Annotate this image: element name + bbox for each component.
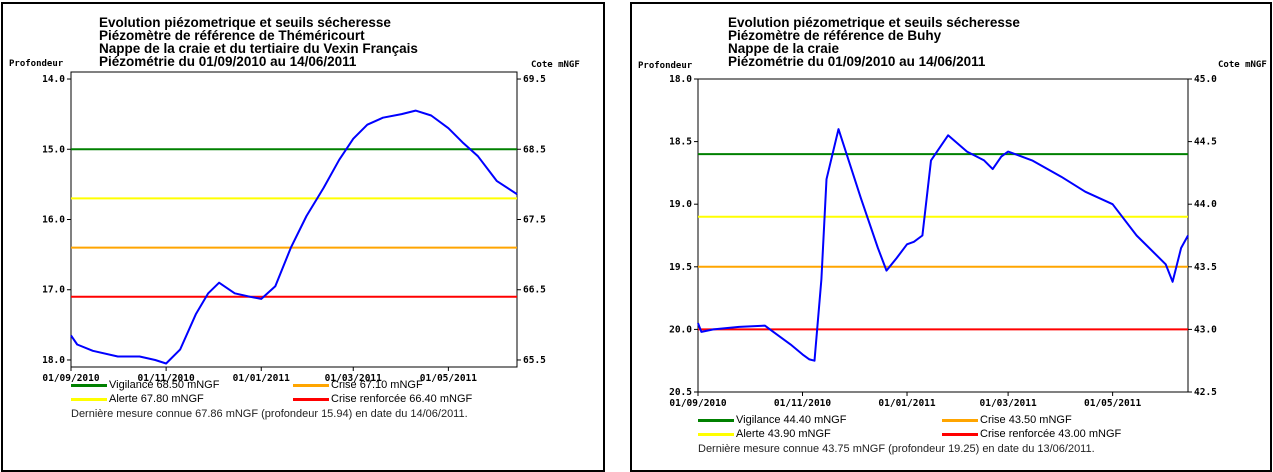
x-tick-label: 01/09/2010 — [669, 398, 726, 409]
plot-frame — [697, 78, 1189, 393]
y-tick-label-left: 17.0 — [42, 285, 65, 296]
y-tick-label-right: 67.5 — [523, 215, 546, 226]
legend-item-vigilance: Vigilance 44.40 mNGF — [698, 414, 846, 426]
right-axis-label: Cote mNGF — [1218, 60, 1267, 70]
y-tick-label-left: 20.5 — [669, 387, 692, 398]
y-tick-label-left: 18.5 — [669, 137, 692, 148]
x-tick-label: 01/11/2010 — [774, 398, 831, 409]
y-tick-label-left: 19.5 — [669, 262, 692, 273]
y-tick-label-left: 18.0 — [42, 355, 65, 366]
y-tick-label-right: 43.0 — [1194, 324, 1217, 335]
legend-item-vigilance: Vigilance 68.50 mNGF — [71, 379, 219, 391]
y-tick-label-left: 19.0 — [669, 199, 692, 210]
y-tick-label-right: 66.5 — [523, 285, 546, 296]
y-tick-label-left: 15.0 — [42, 144, 65, 155]
plot-area: 18.0 45.0 18.5 44.5 19.0 44.0 19.5 43.5 20.0 43.0… — [669, 74, 1217, 409]
legend-item-crise: Crise 67.10 mNGF — [293, 379, 423, 391]
x-tick-label: 01/03/2011 — [325, 373, 382, 384]
y-tick-label-right: 44.5 — [1194, 137, 1217, 148]
y-tick-label-left: 18.0 — [669, 74, 692, 85]
x-tick-label: 01/05/2011 — [420, 373, 477, 384]
x-tick-label: 01/09/2010 — [42, 373, 99, 384]
y-tick-label-right: 69.5 — [523, 74, 546, 85]
y-tick-label-right: 68.5 — [523, 144, 546, 155]
legend-item-crise: Crise 43.50 mNGF — [942, 414, 1072, 426]
legend-item-alerte: Alerte 43.90 mNGF — [698, 428, 831, 440]
plot-area: 14.0 69.5 15.0 68.5 16.0 67.5 17.0 66.5 18.0 65.5… — [42, 71, 546, 384]
legend-item-crise-renforcee: Crise renforcée 66.40 mNGF — [293, 393, 472, 405]
x-tick-label: 01/05/2011 — [1084, 398, 1141, 409]
y-tick-label-right: 42.5 — [1194, 387, 1217, 398]
x-tick-label: 01/03/2011 — [980, 398, 1037, 409]
x-tick-label: 01/11/2010 — [138, 373, 195, 384]
legend-item-crise-renforcee: Crise renforcée 43.00 mNGF — [942, 428, 1121, 440]
x-tick-label: 01/01/2011 — [233, 373, 290, 384]
y-tick-label-left: 16.0 — [42, 215, 65, 226]
series-line-piezometry — [697, 128, 1189, 362]
series-line-piezometry — [70, 109, 518, 365]
x-tick-label: 01/01/2011 — [878, 398, 935, 409]
chart-title: Evolution piézometrique et seuils sécher… — [99, 15, 418, 69]
y-tick-label-left: 14.0 — [42, 74, 65, 85]
left-axis-label: Profondeur — [638, 61, 693, 71]
y-tick-label-right: 65.5 — [523, 355, 546, 366]
last-measure-note: Dernière mesure connue 43.75 mNGF (profo… — [698, 443, 1095, 455]
y-tick-label-right: 43.5 — [1194, 262, 1217, 273]
chart-title: Evolution piézometrique et seuils sécher… — [728, 15, 1020, 69]
legend-item-alerte: Alerte 67.80 mNGF — [71, 393, 204, 405]
chart-panel-buhy: Evolution piézometrique et seuils sécher… — [630, 2, 1272, 472]
plot-frame — [70, 71, 518, 368]
chart-panel-themericourt: Evolution piézometrique et seuils sécher… — [1, 2, 605, 472]
left-axis-label: Profondeur — [9, 59, 64, 69]
last-measure-note: Dernière mesure connue 67.86 mNGF (profo… — [71, 408, 468, 420]
y-tick-label-right: 44.0 — [1194, 199, 1217, 210]
right-axis-label: Cote mNGF — [531, 60, 580, 70]
y-tick-label-right: 45.0 — [1194, 74, 1217, 85]
y-tick-label-left: 20.0 — [669, 324, 692, 335]
